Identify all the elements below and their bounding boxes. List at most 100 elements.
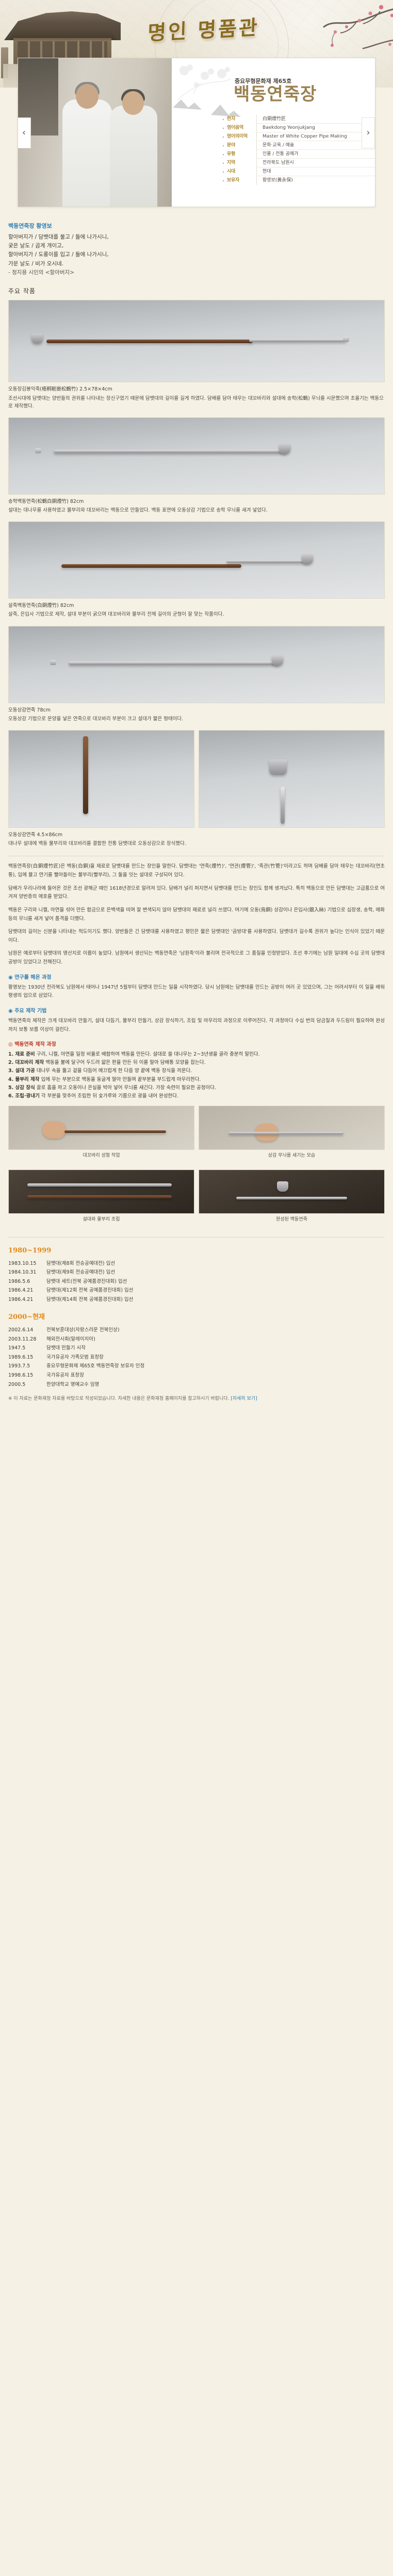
work-image[interactable] <box>8 625 385 703</box>
work-image[interactable] <box>8 300 385 383</box>
work-image[interactable] <box>199 730 385 828</box>
process-photo-row <box>8 1170 385 1214</box>
work-caption-desc: 대나무 설대에 백동 물부리와 대꼬바리를 결합한 전통 담뱃대로 오동상감으로… <box>8 841 186 847</box>
column-divider <box>256 176 257 185</box>
work-caption-title: 오동상감연죽 4.5×86cm <box>8 832 63 838</box>
table-row: 시대 현대 <box>222 167 375 176</box>
process-photo[interactable] <box>199 1170 385 1214</box>
info-label: 유형 <box>222 150 256 158</box>
step-text: 각 부분을 맞추어 조립한 뒤 숯가루와 기름으로 광을 내어 완성한다. <box>41 1093 179 1099</box>
subsection-heading: ◉ 주요 제작 기법 <box>8 1008 47 1014</box>
list-item: 4. 물부리 제작 입에 무는 부분으로 백동을 둥글게 말아 만들며 끝부분을… <box>8 1076 385 1084</box>
step-number: 3. 설대 가공 <box>8 1068 35 1074</box>
step-text: 구리, 니켈, 아연을 일정 비율로 배합하여 백동을 만든다. 설대로 쓸 대… <box>36 1052 260 1058</box>
table-row: 보유자 황영보(黃永保) <box>222 176 375 185</box>
work-caption-title: 오동장김봉익죽(梧桐粧嵌松鶴竹) 2.5×78×4cm <box>8 386 112 393</box>
intro-poem: 할아버지가 / 담뱃대를 물고 / 들에 나가시니, 궂은 날도 / 곱게 개이… <box>8 233 385 278</box>
timeline-date: 1986.5.6 <box>8 1278 30 1284</box>
list-item: 3. 설대 가공 대나무 속을 뚫고 겉을 다듬어 매끄럽게 한 다음 양 끝에… <box>8 1067 385 1075</box>
work-caption-title: 송학백동연죽(松鶴白銅煙竹) 82cm <box>8 498 84 504</box>
timeline-row: 1986.4.21 담뱃대(제14회 전북 공예품경진대회) 입선 <box>8 1295 385 1304</box>
work-caption-desc: 살죽, 은입사 기법으로 제작, 설대 부분이 굵으며 대꼬바리와 물부리 전체… <box>8 612 224 618</box>
step-number: 4. 물부리 제작 <box>8 1076 40 1082</box>
timeline-row: 2002.6.14 전북보훈대상(자랑스러운 전북인상) <box>8 1326 385 1335</box>
timeline-text: 담뱃대(제8회 전승공예대전) 입선 <box>46 1260 116 1266</box>
timeline-date: 1983.10.15 <box>8 1260 37 1266</box>
work-image[interactable] <box>8 730 194 828</box>
timeline-date: 1947.5 <box>8 1345 26 1351</box>
timeline-date: 1998.6.15 <box>8 1372 34 1378</box>
info-label: 시대 <box>222 168 256 175</box>
process-photo[interactable] <box>199 1106 385 1150</box>
timeline-row: 1986.4.21 담뱃대(제12회 전북 공예품경진대회) 입선 <box>8 1286 385 1295</box>
step-number: 6. 조립·광내기 <box>8 1093 40 1099</box>
page-root: 명인 명품관 <box>0 0 393 1416</box>
section-divider <box>8 1236 385 1238</box>
process-photo[interactable] <box>8 1170 194 1214</box>
main-content: 백동연죽장 황영보 할아버지가 / 담뱃대를 물고 / 들에 나가시니, 궂은 … <box>0 207 393 1416</box>
process-caption: 설대와 물부리 조립 <box>83 1217 120 1223</box>
timeline-row: 1947.5 담뱃대 만들기 시작 <box>8 1344 385 1353</box>
info-label: 보유자 <box>222 177 256 184</box>
step-text: 끌로 홈을 파고 오동이나 은실을 박아 넣어 무늬를 새긴다. 가장 숙련이 … <box>36 1084 217 1091</box>
column-divider <box>256 124 257 132</box>
subsection-heading: ◉ 연구를 해온 과정 <box>8 974 52 980</box>
timeline-text: 한양대학교 명예교수 임명 <box>46 1381 100 1387</box>
step-text: 대나무 속을 뚫고 겉을 다듬어 매끄럽게 한 다음 양 끝에 백동 장식을 끼… <box>36 1068 192 1074</box>
process-photo[interactable] <box>8 1106 194 1150</box>
timeline-date: 1989.6.15 <box>8 1354 34 1360</box>
article-paragraph: 담배가 우리나라에 들어온 것은 조선 광해군 때인 1618년경으로 알려져 … <box>8 885 385 900</box>
timeline-text: 담뱃대 만들기 시작 <box>46 1345 86 1351</box>
timeline-text: 국가유공자 가족모범 표창장 <box>46 1354 104 1360</box>
column-divider <box>256 132 257 141</box>
column-divider <box>256 167 257 176</box>
poem-line: 할아버지가 / 도롱이를 입고 / 들에 나가시니, <box>8 251 109 258</box>
process-steps-list: 1. 재료 준비 구리, 니켈, 아연을 일정 비율로 배합하여 백동을 만든다… <box>8 1050 385 1100</box>
work-image[interactable] <box>8 521 385 599</box>
timeline-text: 국가유공자 표창장 <box>46 1372 84 1378</box>
prev-item-button[interactable]: ‹ <box>18 117 31 148</box>
master-portrait-photo <box>18 58 172 207</box>
info-label: 영어의미역 <box>222 133 256 140</box>
article-paragraph: 백동연죽장(白銅煙竹匠)은 백동(白銅)을 재료로 담뱃대를 만드는 장인을 말… <box>8 863 385 878</box>
step-number: 1. 재료 준비 <box>8 1052 35 1058</box>
work-caption-desc: 조선시대에 담뱃대는 양반들의 권위를 나타내는 장신구였기 때문에 담뱃대의 … <box>8 395 384 409</box>
footnote-link[interactable]: [자세히 보기] <box>231 1396 257 1402</box>
step-number: 2. 대꼬바리 제작 <box>8 1060 44 1066</box>
timeline-list: 2002.6.14 전북보훈대상(자랑스러운 전북인상) 2003.11.28 … <box>8 1326 385 1389</box>
column-divider <box>256 141 257 150</box>
timeline-text: 담뱃대(제14회 전북 공예품경진대회) 입선 <box>46 1296 134 1302</box>
info-value: 현대 <box>257 167 375 176</box>
list-item: 1. 재료 준비 구리, 니켈, 아연을 일정 비율로 배합하여 백동을 만든다… <box>8 1050 385 1059</box>
info-value: 인물 / 전통 공예가 <box>257 150 375 159</box>
step-text: 백동을 불에 달구어 두드려 얇은 판을 만든 뒤 이를 말아 담배통 모양을 … <box>45 1060 206 1066</box>
info-label: 지역 <box>222 159 256 166</box>
card-subtitle: 중요무형문화재 제65호 <box>235 78 292 84</box>
steps-heading: ◎ 백동연죽 제작 과정 <box>8 1042 56 1048</box>
subsection-body: 황영보는 1930년 전라북도 남원에서 태어나 1947년 5월부터 담뱃대 … <box>8 984 385 999</box>
next-item-button[interactable]: › <box>362 117 375 148</box>
column-divider <box>256 159 257 167</box>
works-heading: 주요 작품 <box>8 287 36 295</box>
poem-citation: - 정지용 시인의 <할아버지> <box>8 269 74 276</box>
table-row: 영어의미역 Master of White Copper Pipe Making <box>222 132 375 141</box>
timeline-period-heading: 2000~현재 <box>8 1313 45 1321</box>
card-info-panel: 중요무형문화재 제65호 백동연죽장 한자 白銅煙竹匠 영어음역 Baekdon… <box>173 58 375 207</box>
info-value: 白銅煙竹匠 <box>257 115 375 124</box>
subsection-body: 백동연죽의 제작은 크게 대꼬바리 만들기, 설대 다듬기, 물부리 만들기, … <box>8 1018 385 1032</box>
timeline-date: 1986.4.21 <box>8 1287 34 1294</box>
step-number: 5. 상감 장식 <box>8 1084 35 1091</box>
timeline-text: 담뱃대 세트(전북 공예품경진대회) 입선 <box>46 1278 127 1284</box>
plum-blossom-branch-icon <box>274 0 393 62</box>
article-body: 백동연죽장(白銅煙竹匠)은 백동(白銅)을 재료로 담뱃대를 만드는 장인을 말… <box>8 862 385 967</box>
work-image[interactable] <box>8 417 385 495</box>
timeline-date: 2002.6.14 <box>8 1327 34 1333</box>
work-caption-title: 오동상감연죽 78cm <box>8 707 51 713</box>
process-photo-row <box>8 1106 385 1150</box>
timeline-row: 2000.5 한양대학교 명예교수 임명 <box>8 1380 385 1389</box>
step-text: 입에 무는 부분으로 백동을 둥글게 말아 만들며 끝부분을 부드럽게 마무리한… <box>41 1076 201 1082</box>
work-image-pair <box>8 730 385 828</box>
timeline-date: 2000.5 <box>8 1381 26 1387</box>
table-row: 분야 문화·교육 / 예술 <box>222 141 375 150</box>
timeline-row: 1984.10.31 담뱃대(제9회 전승공예대전) 입선 <box>8 1268 385 1277</box>
